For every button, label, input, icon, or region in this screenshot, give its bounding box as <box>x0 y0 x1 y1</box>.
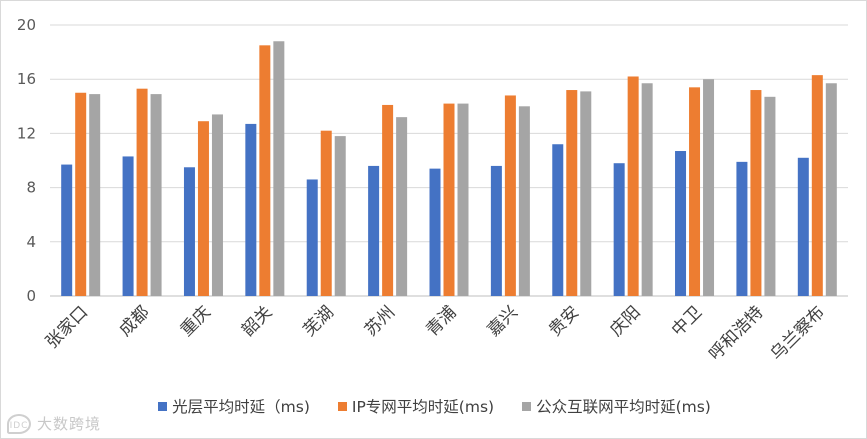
x-category-label: 呼和浩特 <box>705 302 767 364</box>
y-tick-label: 8 <box>26 179 36 197</box>
x-category-label: 贵安 <box>545 302 583 340</box>
x-category-label: 重庆 <box>177 302 215 340</box>
bar <box>703 79 715 296</box>
x-category-label: 苏州 <box>361 302 399 340</box>
x-category-label: 张家口 <box>42 302 92 352</box>
legend-label-internet: 公众互联网平均时延(ms) <box>536 398 711 416</box>
legend-label-optical: 光层平均时延（ms) <box>172 398 310 416</box>
x-axis-categories: 张家口 成都 重庆 韶关 芜湖 苏州 青浦 嘉兴 贵安 庆阳 中卫 呼和浩特 乌兰察布 <box>42 302 829 364</box>
y-tick-label: 0 <box>26 287 36 305</box>
bar <box>764 96 776 296</box>
legend-swatch-optical <box>158 401 168 411</box>
bar <box>736 161 748 296</box>
legend-item-optical: 光层平均时延（ms) <box>158 395 310 417</box>
bar <box>61 164 73 296</box>
bar <box>613 163 625 296</box>
y-axis-ticks: 0 4 8 12 16 20 <box>17 16 36 305</box>
legend-swatch-ip <box>337 401 347 411</box>
bar <box>211 114 223 297</box>
bars <box>61 41 837 297</box>
bar <box>566 90 578 296</box>
bar <box>75 92 87 296</box>
legend: 光层平均时延（ms) IP专网平均时延(ms) 公众互联网平均时延(ms) <box>1 395 867 417</box>
legend-item-ip: IP专网平均时延(ms) <box>337 395 495 417</box>
bar <box>490 165 502 296</box>
bar-chart: 0 4 8 12 16 20 张家口 成都 重庆 韶关 芜湖 苏州 青浦 嘉兴 贵安 庆阳 中卫 呼和浩特 乌兰察… <box>17 16 848 365</box>
x-category-label: 青浦 <box>422 302 460 340</box>
bar <box>273 41 285 297</box>
bar <box>504 95 516 297</box>
bar <box>368 165 380 296</box>
y-tick-label: 12 <box>17 124 36 142</box>
bar <box>518 106 530 296</box>
watermark-logo-icon: IDC <box>7 413 31 434</box>
bar <box>627 76 639 297</box>
bar <box>150 94 162 296</box>
bar <box>245 123 257 296</box>
bar <box>320 130 332 296</box>
bar <box>457 103 469 296</box>
bar <box>811 75 823 296</box>
bar <box>443 103 455 296</box>
bar <box>259 45 271 297</box>
bar <box>750 90 762 296</box>
legend-label-ip: IP专网平均时延(ms) <box>351 398 495 416</box>
bar <box>382 104 394 296</box>
x-category-label: 芜湖 <box>300 302 338 340</box>
legend-item-internet: 公众互联网平均时延(ms) <box>522 395 711 417</box>
bar <box>641 83 653 296</box>
x-category-label: 乌兰察布 <box>767 302 829 364</box>
y-tick-label: 16 <box>17 70 36 88</box>
bar <box>797 157 809 296</box>
x-category-label: 庆阳 <box>607 302 645 340</box>
bar <box>197 121 209 296</box>
y-tick-label: 4 <box>26 233 36 251</box>
bar <box>89 94 101 296</box>
bar <box>552 144 564 296</box>
bar <box>825 83 837 296</box>
x-category-label: 韶关 <box>238 302 276 340</box>
watermark: IDC 大数跨境 <box>7 413 101 434</box>
bar <box>580 91 592 297</box>
bar <box>334 136 346 296</box>
x-category-label: 中卫 <box>668 302 706 340</box>
bar <box>689 87 701 296</box>
legend-swatch-internet <box>522 401 532 411</box>
x-category-label: 嘉兴 <box>484 302 522 340</box>
watermark-text: 大数跨境 <box>37 415 102 433</box>
bar <box>122 156 134 296</box>
bar <box>136 88 148 296</box>
bar <box>396 117 408 296</box>
bar <box>306 179 318 296</box>
y-tick-label: 20 <box>17 16 36 34</box>
bar <box>675 151 687 296</box>
bar <box>429 168 441 296</box>
bar <box>183 167 195 296</box>
x-category-label: 成都 <box>115 302 153 340</box>
